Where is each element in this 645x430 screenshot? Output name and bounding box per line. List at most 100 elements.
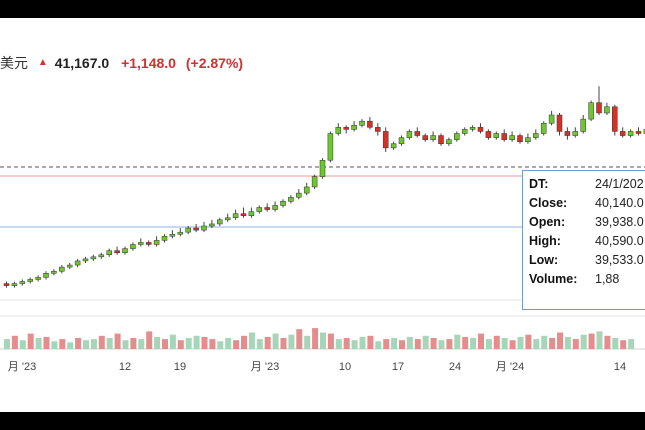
volume-bar — [209, 339, 216, 349]
x-tick-label: 19 — [174, 361, 186, 373]
volume-bar — [343, 338, 350, 349]
x-tick-label: 10 — [339, 361, 351, 373]
candle-body — [217, 219, 223, 225]
x-tick-label: 12 — [119, 361, 131, 373]
volume-bar — [383, 339, 390, 349]
candle-body — [343, 127, 349, 130]
up-arrow-icon: ▲ — [37, 57, 48, 69]
volume-bar — [272, 333, 279, 349]
candle-body — [359, 120, 365, 126]
candle-body — [627, 131, 634, 136]
price-header: 美元 ▲ 41,167.0 +1,148.0 (+2.87%) — [0, 52, 243, 72]
candle-body — [469, 127, 476, 130]
volume-bar — [359, 336, 366, 349]
x-tick-label: 24 — [449, 361, 461, 373]
volume-bar — [193, 335, 200, 349]
candle-body — [74, 260, 81, 266]
volume-bar — [612, 338, 619, 349]
volume-bar — [288, 334, 295, 349]
candle-body — [122, 248, 128, 253]
volume-bar — [470, 338, 477, 349]
volume-bar — [367, 335, 374, 349]
candle-body — [533, 133, 539, 138]
volume-bar — [517, 336, 524, 349]
tooltip-value: 24/1/202 — [595, 177, 644, 191]
volume-bar — [430, 338, 437, 349]
x-axis-ticks: 月 '23 12 19 月 '23 10 17 24 月 '24 14 — [8, 361, 626, 373]
volume-bar — [564, 336, 571, 349]
volume-bar — [162, 339, 168, 349]
tooltip-value: 39,533.0 — [595, 253, 644, 267]
volume-bar — [414, 339, 421, 349]
candle-body — [390, 143, 397, 149]
candle-body — [311, 176, 318, 188]
volume-bar — [90, 339, 97, 349]
candle-body — [296, 192, 302, 198]
volume-bar — [454, 334, 461, 349]
candle-body — [351, 125, 357, 130]
volume-bar — [335, 339, 342, 349]
price-change: +1,148.0 — [121, 55, 176, 72]
volume-bar — [422, 335, 429, 349]
volume-bar — [312, 328, 319, 349]
volume-bar — [304, 335, 311, 349]
candle-body — [288, 196, 294, 202]
volume-bar — [533, 339, 540, 349]
candle-body — [272, 205, 278, 210]
volume-bar — [106, 338, 113, 349]
volume-bar — [604, 335, 611, 349]
x-tick-label: 14 — [614, 361, 626, 373]
candle-body — [398, 137, 405, 145]
volume-bar — [588, 333, 595, 349]
tooltip-value: 1,88 — [595, 272, 620, 286]
candle-body — [548, 114, 555, 124]
volume-bar — [462, 336, 469, 349]
chart-window: 月 '23 12 19 月 '23 10 17 24 月 '24 14 美元 ▲ 41,167.… — [0, 18, 645, 412]
volume-bar — [75, 338, 82, 349]
volume-bar — [256, 339, 263, 349]
tooltip-value: 39,938.0 — [595, 215, 644, 229]
candle-body — [572, 131, 579, 136]
volume-bar — [248, 332, 255, 349]
volume-bar — [35, 338, 42, 349]
candle-body — [130, 244, 136, 249]
volume-bar — [351, 340, 358, 349]
candle-body — [335, 127, 342, 134]
candle-body — [501, 133, 507, 140]
volume-bar — [280, 338, 287, 349]
tooltip-key: Volume: — [529, 272, 578, 286]
candle-body — [169, 233, 176, 237]
volume-bar — [320, 332, 326, 349]
candle-body — [580, 118, 586, 132]
volume-bar — [509, 340, 516, 349]
volume-bar — [98, 335, 105, 349]
candle-body — [588, 102, 594, 120]
candle-body — [224, 217, 231, 221]
volume-bar — [493, 335, 500, 349]
candle-body — [90, 256, 97, 260]
volume-bar — [296, 329, 303, 349]
volume-bar — [501, 338, 508, 349]
candle-body — [414, 131, 421, 136]
candle-body — [525, 137, 531, 142]
candle-body — [303, 186, 310, 194]
volume-bar — [217, 341, 224, 349]
volume-bar — [375, 341, 382, 349]
tooltip-row: Low: 39,533.0 — [529, 251, 645, 270]
candle-body — [51, 270, 57, 274]
price-chart[interactable]: 月 '23 12 19 月 '23 10 17 24 月 '24 14 — [0, 18, 645, 412]
candle-body — [27, 279, 33, 282]
volume-bar — [138, 339, 145, 349]
tooltip-key: Close: — [529, 196, 568, 210]
candle-body — [596, 102, 602, 114]
tooltip-value: 40,590.0 — [595, 234, 644, 248]
candle-body — [430, 135, 436, 140]
currency-unit: 美元 — [0, 55, 28, 72]
volume-bar — [19, 340, 26, 349]
candle-body — [612, 106, 618, 132]
volume-bar — [185, 338, 192, 349]
volume-bar — [525, 334, 532, 349]
candle-body — [98, 254, 105, 258]
volume-bar — [478, 333, 484, 349]
volume-bar — [628, 339, 635, 349]
